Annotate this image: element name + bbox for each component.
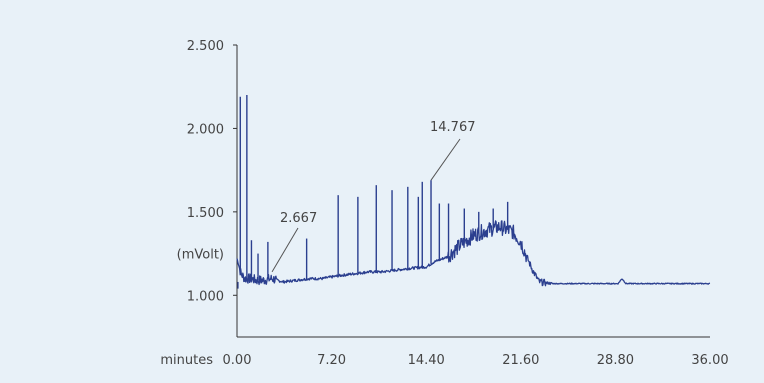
y-tick-label: 1.000 <box>187 289 224 304</box>
y-axis-label: (mVolt) <box>177 248 224 263</box>
y-tick-label: 2.000 <box>187 122 224 137</box>
annotation-leader <box>430 138 461 181</box>
x-tick-label: 21.60 <box>502 353 539 368</box>
x-tick-label: 28.80 <box>597 353 634 368</box>
annotation-label: 2.667 <box>280 211 317 226</box>
labels: 2.667 14.767 <box>271 120 476 273</box>
annotation-leader <box>271 227 299 273</box>
data-series <box>236 95 711 289</box>
x-tick-label: 14.40 <box>408 353 445 368</box>
x-axis-label: minutes <box>160 353 213 368</box>
annotation-label: 14.767 <box>430 120 476 135</box>
y-tick-label: 2.500 <box>187 39 224 54</box>
axes: 2.500 2.000 1.500 1.000 (mVolt) 0.00 7.20 14.40… <box>160 39 728 368</box>
x-tick-label: 0.00 <box>223 353 252 368</box>
series-line <box>236 220 711 287</box>
x-tick-label: 7.20 <box>317 353 346 368</box>
x-tick-label: 36.00 <box>691 353 728 368</box>
y-tick-label: 1.500 <box>187 206 224 221</box>
